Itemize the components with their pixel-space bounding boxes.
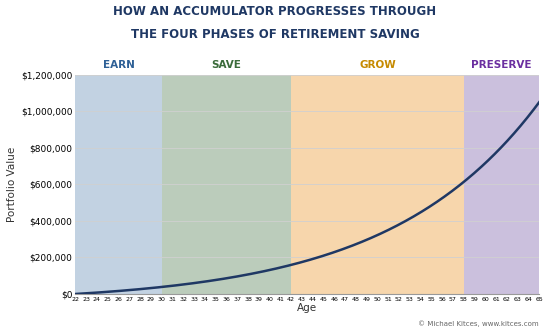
- X-axis label: Age: Age: [297, 303, 317, 313]
- Bar: [162, 75, 291, 294]
- Text: GROW: GROW: [359, 60, 396, 70]
- Bar: [291, 75, 464, 294]
- Text: SAVE: SAVE: [211, 60, 241, 70]
- Text: © Michael Kitces, www.kitces.com: © Michael Kitces, www.kitces.com: [419, 320, 539, 327]
- Text: PRESERVE: PRESERVE: [471, 60, 532, 70]
- Bar: [75, 75, 162, 294]
- Y-axis label: Portfolio Value: Portfolio Value: [7, 147, 17, 222]
- Bar: [464, 75, 539, 294]
- Text: EARN: EARN: [103, 60, 134, 70]
- Text: HOW AN ACCUMULATOR PROGRESSES THROUGH: HOW AN ACCUMULATOR PROGRESSES THROUGH: [113, 5, 437, 18]
- Text: THE FOUR PHASES OF RETIREMENT SAVING: THE FOUR PHASES OF RETIREMENT SAVING: [131, 28, 419, 41]
